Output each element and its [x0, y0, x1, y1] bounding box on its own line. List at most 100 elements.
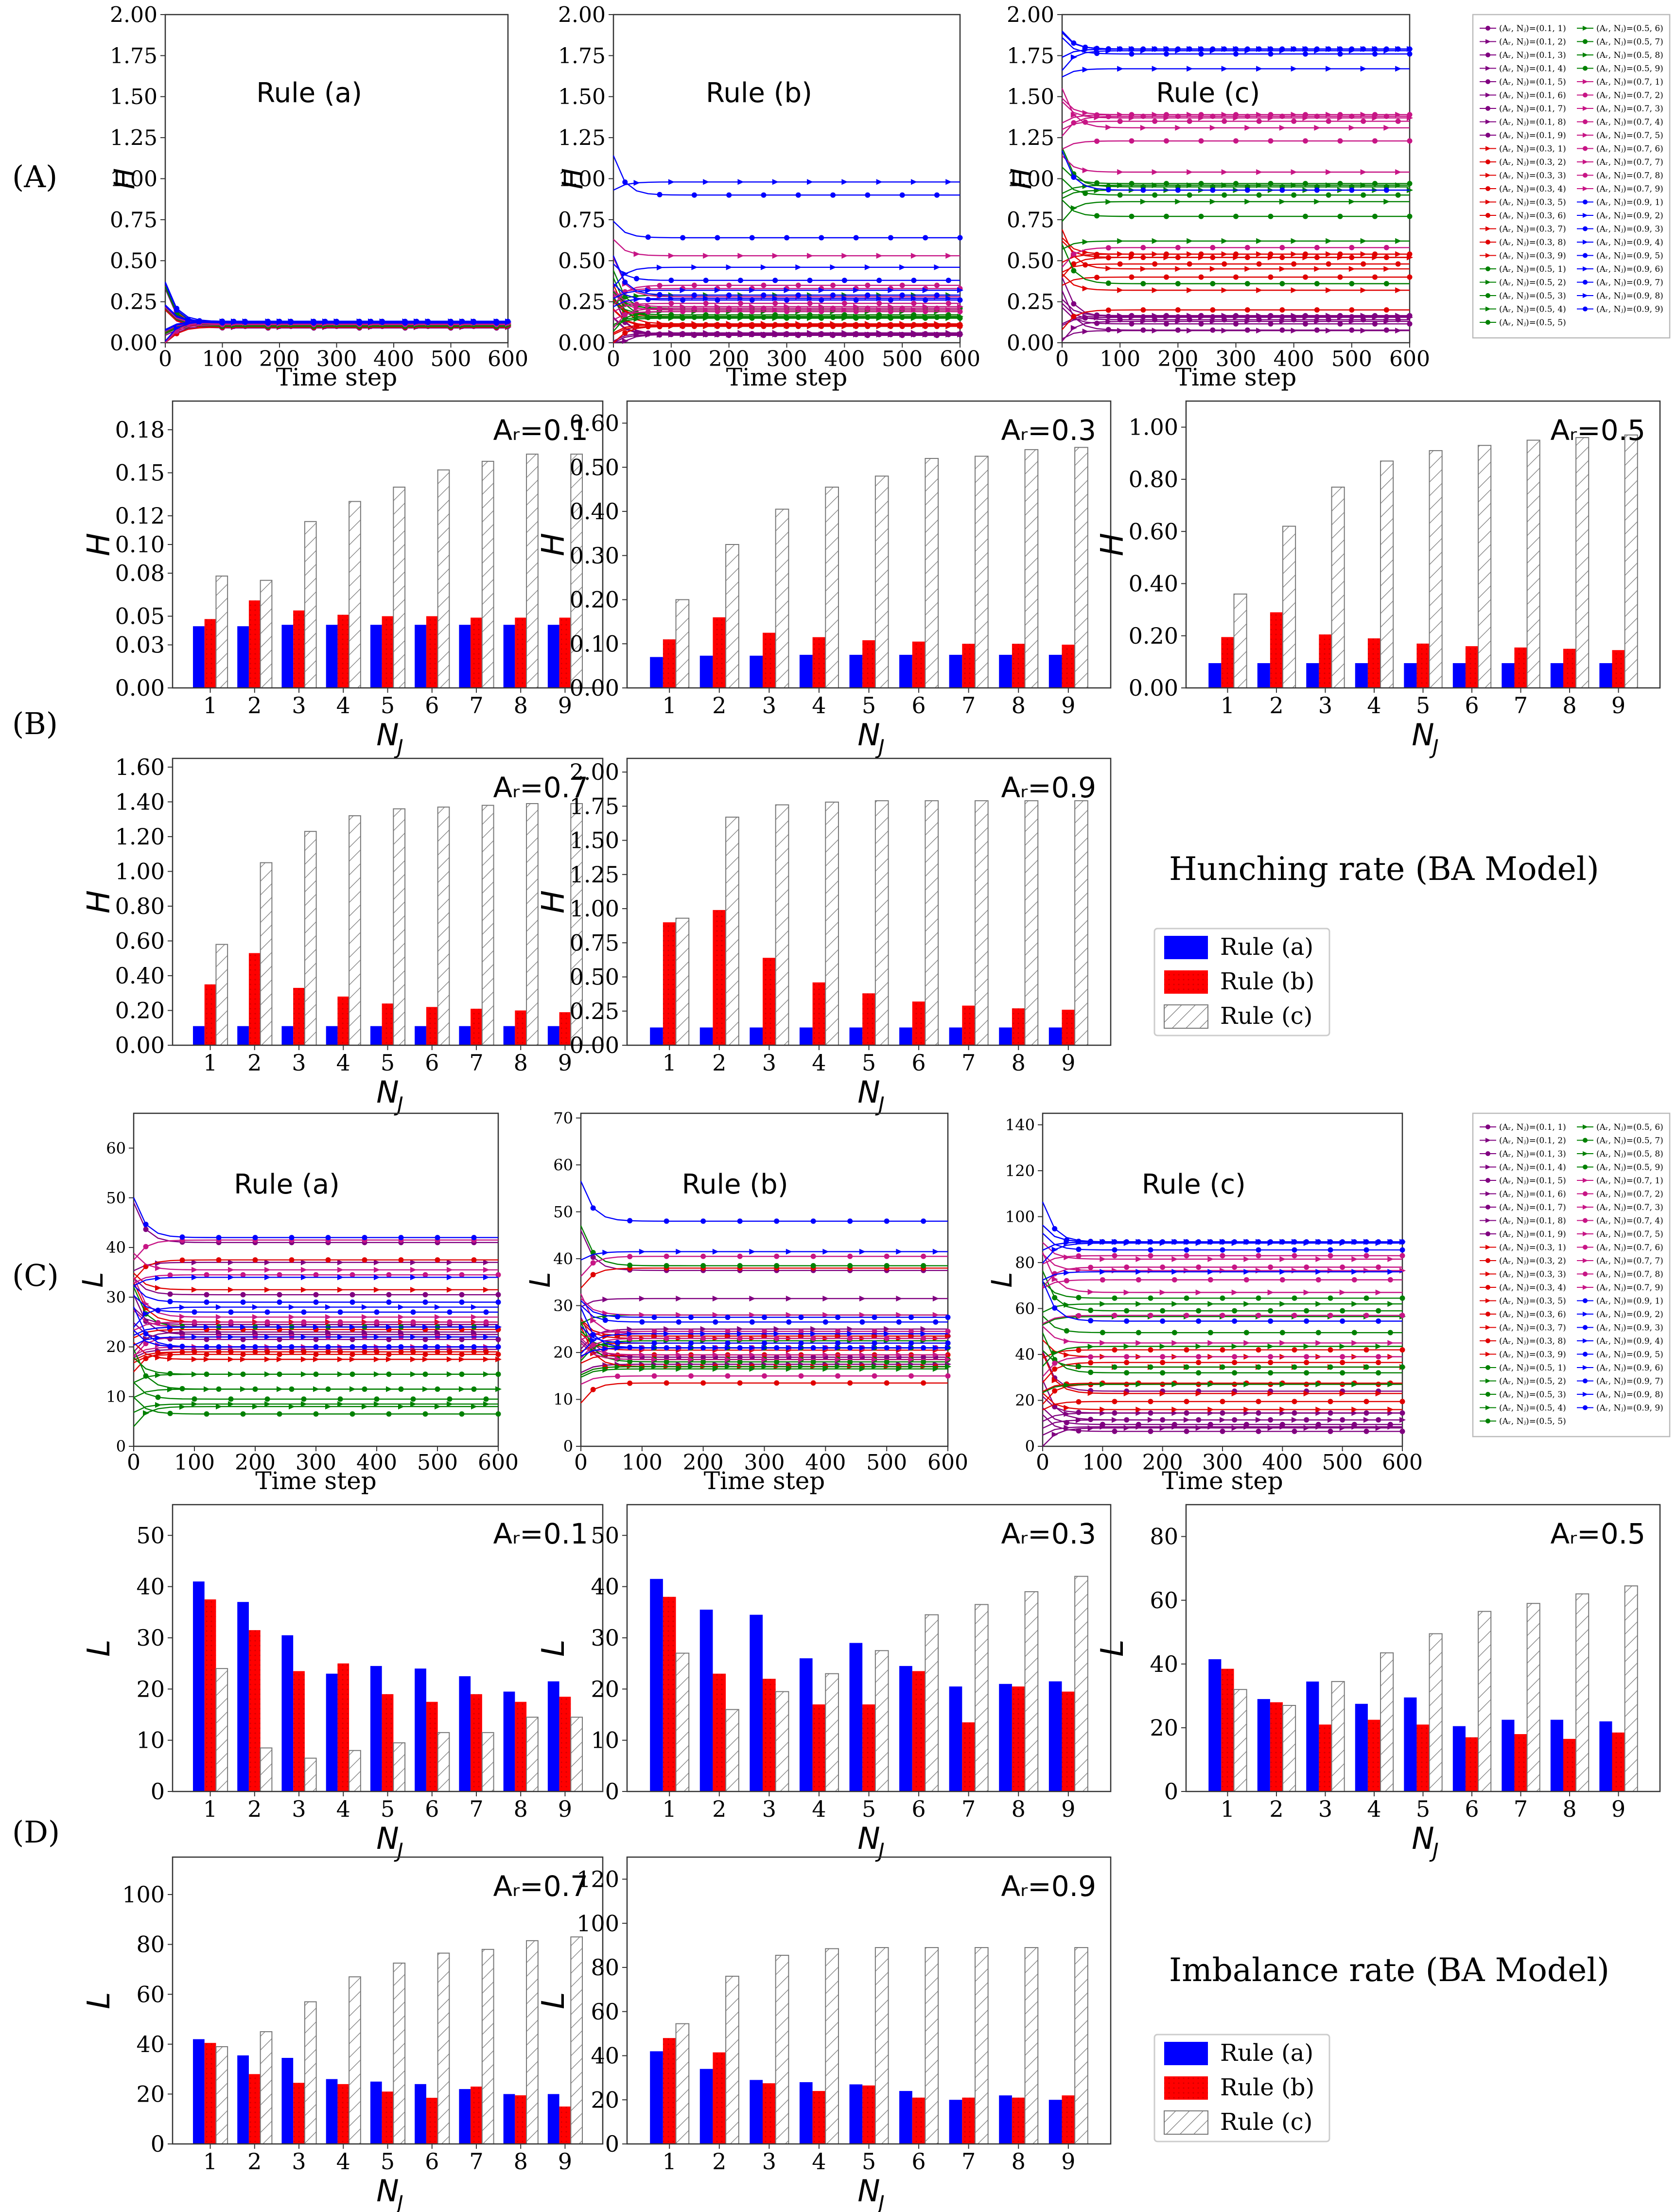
series-marker: [1303, 112, 1308, 118]
legend-marker: [1583, 199, 1588, 205]
series-marker: [680, 235, 686, 241]
series-marker: [615, 1340, 620, 1346]
series-marker: [847, 1380, 853, 1386]
series-marker: [1360, 238, 1367, 244]
bar-rule-c: [1429, 450, 1443, 689]
series-marker: [932, 1352, 939, 1358]
series-marker: [1351, 1381, 1358, 1387]
x-tick-label: 4: [336, 1050, 350, 1076]
series-marker: [386, 1324, 392, 1330]
series-marker: [853, 315, 859, 321]
series-marker: [835, 1356, 841, 1363]
series-marker: [1207, 1422, 1213, 1427]
series-marker: [715, 315, 720, 321]
plot-frame: [626, 1504, 1112, 1792]
legend-entry-label: (Aᵣ, Nⱼ)=(0.3, 2): [1499, 158, 1566, 167]
series-marker: [459, 1272, 465, 1278]
y-tick-label: 0.40: [570, 498, 619, 525]
bar-rule-a: [237, 2055, 249, 2144]
x-tick-label: 1: [663, 692, 677, 719]
series-marker: [1395, 328, 1402, 334]
series-marker: [945, 1356, 951, 1363]
y-tick-label: 0.05: [115, 603, 165, 630]
series-marker: [1135, 1406, 1142, 1413]
series-marker: [835, 1373, 840, 1379]
series-marker: [398, 1349, 404, 1355]
series-marker: [1268, 251, 1274, 257]
x-tick-label: 400: [805, 1450, 846, 1475]
series-marker: [1351, 1277, 1357, 1282]
series-marker: [700, 1326, 707, 1332]
series-marker: [810, 1218, 816, 1224]
series-marker: [749, 323, 755, 329]
series-marker: [865, 315, 871, 320]
series-marker: [1326, 118, 1331, 124]
bar-rule-c: [825, 1673, 839, 1792]
legend-marker: [1583, 1164, 1588, 1170]
bar-rule-c: [675, 599, 690, 689]
x-tick-label: 9: [1061, 692, 1075, 719]
series-marker: [688, 1329, 694, 1334]
series-marker: [349, 1352, 355, 1357]
series-marker: [853, 323, 859, 329]
series-marker: [1233, 321, 1239, 327]
series-marker: [216, 1257, 222, 1263]
bar-rule-b: [1012, 1008, 1025, 1045]
series-marker: [934, 282, 940, 288]
series-marker: [410, 1334, 417, 1340]
series-marker: [1399, 1239, 1405, 1245]
series-marker: [1395, 66, 1402, 72]
legend-entry-label: (Aᵣ, Nⱼ)=(0.7, 4): [1596, 1216, 1663, 1226]
series-marker: [1399, 1347, 1405, 1353]
series-marker: [155, 1372, 161, 1378]
bar-rule-c: [526, 803, 539, 1046]
bar-rule-a: [370, 2081, 382, 2144]
series-marker: [435, 1404, 441, 1410]
series-marker: [1124, 1264, 1130, 1270]
series-marker: [737, 1359, 743, 1365]
series-marker: [1198, 51, 1204, 57]
series-marker: [1372, 51, 1378, 57]
y-tick-label: 100: [1005, 1208, 1035, 1226]
series-marker: [1337, 51, 1343, 57]
series-marker: [349, 1299, 355, 1305]
x-tick-label: 100: [174, 1450, 215, 1475]
series-marker: [1159, 1343, 1166, 1350]
series-marker: [668, 179, 675, 185]
series-marker: [1256, 1410, 1261, 1416]
bar-rule-b: [471, 1008, 482, 1045]
series-marker: [1087, 1390, 1094, 1396]
legend-entry-label: (Aᵣ, Nⱼ)=(0.1, 9): [1499, 131, 1566, 140]
series-marker: [1209, 124, 1216, 131]
series-marker: [1314, 255, 1320, 260]
series-marker: [712, 1345, 719, 1351]
y-tick-label: 40: [136, 1574, 165, 1600]
bar-rule-b: [912, 1001, 926, 1045]
bar-rule-a: [1208, 663, 1222, 688]
series-marker: [1244, 281, 1250, 286]
x-axis-label: N: [857, 1821, 880, 1856]
series-marker: [737, 1331, 744, 1337]
legend-entry-label: (Aᵣ, Nⱼ)=(0.9, 1): [1596, 198, 1663, 208]
legend-marker: [1583, 1151, 1588, 1156]
series-marker: [1198, 138, 1204, 144]
x-tick-label: 4: [812, 1796, 826, 1822]
series-marker: [1399, 1253, 1405, 1259]
series-marker: [1187, 287, 1193, 293]
bar-rule-c: [1074, 1947, 1088, 2144]
series-marker: [1094, 213, 1100, 219]
legend-marker: [1485, 39, 1491, 44]
series-marker: [313, 1292, 319, 1298]
series-marker: [835, 1340, 840, 1346]
series-marker: [1105, 265, 1112, 272]
x-tick-label: 8: [1012, 2148, 1026, 2175]
series-marker: [1303, 213, 1308, 219]
bar-rule-c: [260, 862, 273, 1046]
series-marker: [1187, 66, 1193, 72]
series-marker: [1152, 317, 1158, 323]
series-marker: [830, 264, 837, 270]
series-marker: [1349, 255, 1355, 260]
series-marker: [240, 1292, 246, 1298]
series-line: [613, 239, 960, 257]
x-tick-label: 200: [683, 1450, 724, 1475]
